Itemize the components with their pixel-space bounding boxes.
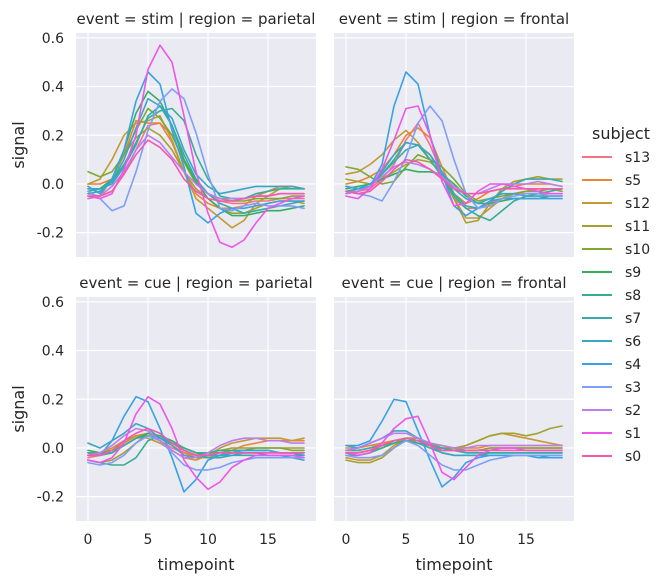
facet-panel: event = stim | region = frontal	[334, 10, 574, 257]
panel-background	[76, 297, 316, 521]
y-tick-label: 0.0	[42, 177, 64, 193]
facet-title: event = stim | region = frontal	[339, 10, 569, 28]
facet-panel: event = stim | region = parietal -0.2 0.0 0…	[37, 10, 316, 257]
legend-title: subject	[592, 124, 650, 143]
legend-item: s4	[582, 357, 641, 373]
x-tick-label: 0	[84, 532, 93, 548]
y-tick-label: 0.4	[42, 80, 64, 96]
legend-item: s5	[582, 173, 641, 189]
facet-title: event = cue | region = parietal	[79, 274, 312, 292]
series-line-s10	[345, 153, 563, 202]
x-tick-label: 10	[457, 532, 475, 548]
legend-item: s12	[582, 196, 650, 212]
facet-panel: event = cue | region = parietal -0.2 0.0 0.…	[37, 274, 316, 548]
series-line-s2	[345, 432, 563, 452]
y-tick-label: 0.6	[42, 295, 64, 311]
legend-item: s2	[582, 403, 641, 419]
legend-label: s0	[625, 449, 641, 465]
series-line-s7	[345, 144, 563, 210]
y-tick-label: 0.2	[42, 392, 64, 408]
legend-label: s11	[625, 219, 650, 235]
y-tick-label: -0.2	[37, 226, 64, 242]
series-line-s3	[345, 439, 563, 471]
legend-item: s0	[582, 449, 641, 465]
series-line-s4	[87, 71, 305, 224]
legend-label: s10	[625, 242, 650, 258]
y-tick-label: -0.2	[37, 490, 64, 506]
series-line-s2	[87, 427, 305, 459]
x-axis-label: timepoint	[416, 555, 493, 574]
legend: subject s13 s5 s12 s11 s10 s9 s8 s7 s6 s4 s3 s2 s1 s0	[582, 124, 650, 465]
x-axis-label: timepoint	[158, 555, 235, 574]
y-axis-label: signal	[9, 385, 28, 432]
legend-item: s13	[582, 150, 650, 166]
panel-background	[334, 33, 574, 257]
legend-label: s12	[625, 196, 650, 212]
facet-title: event = cue | region = frontal	[342, 274, 567, 292]
series-line-s2	[345, 161, 563, 195]
panel-background	[334, 297, 574, 521]
legend-item: s11	[582, 219, 650, 235]
legend-label: s9	[625, 265, 641, 281]
series-line-s3	[345, 105, 563, 210]
y-tick-label: 0.0	[42, 441, 64, 457]
y-axis-label: signal	[9, 121, 28, 168]
series-line-s3	[87, 434, 305, 471]
x-tick-label: 15	[517, 532, 535, 548]
series-line-s1	[87, 44, 305, 249]
legend-item: s10	[582, 242, 650, 258]
panel-background	[76, 33, 316, 257]
facet-panel: event = cue | region = frontal 0 5 10 15	[334, 274, 574, 548]
legend-label: s6	[625, 334, 641, 350]
legend-item: s3	[582, 380, 641, 396]
x-tick-label: 0	[342, 532, 351, 548]
legend-item: s8	[582, 288, 641, 304]
series-line-s0	[87, 139, 305, 202]
legend-item: s9	[582, 265, 641, 281]
legend-label: s1	[625, 426, 641, 442]
legend-label: s3	[625, 380, 641, 396]
legend-label: s2	[625, 403, 641, 419]
y-tick-label: 0.2	[42, 128, 64, 144]
x-tick-label: 10	[199, 532, 217, 548]
series-line-s8	[87, 107, 305, 200]
series-line-s1	[87, 395, 305, 491]
legend-label: s5	[625, 173, 641, 189]
legend-label: s7	[625, 311, 641, 327]
legend-label: s13	[625, 150, 650, 166]
series-line-s0	[87, 427, 305, 457]
y-tick-label: 0.4	[42, 344, 64, 360]
x-tick-label: 15	[259, 532, 277, 548]
legend-item: s7	[582, 311, 641, 327]
series-line-s3	[87, 88, 305, 212]
series-line-s0	[345, 437, 563, 454]
x-tick-label: 5	[402, 532, 411, 548]
legend-label: s4	[625, 357, 641, 373]
y-tick-label: 0.6	[42, 31, 64, 47]
facet-title: event = stim | region = parietal	[77, 10, 316, 28]
series-line-s4	[87, 395, 305, 493]
legend-label: s8	[625, 288, 641, 304]
x-tick-label: 5	[144, 532, 153, 548]
series-line-s0	[345, 158, 563, 195]
legend-item: s1	[582, 426, 641, 442]
legend-item: s6	[582, 334, 641, 350]
